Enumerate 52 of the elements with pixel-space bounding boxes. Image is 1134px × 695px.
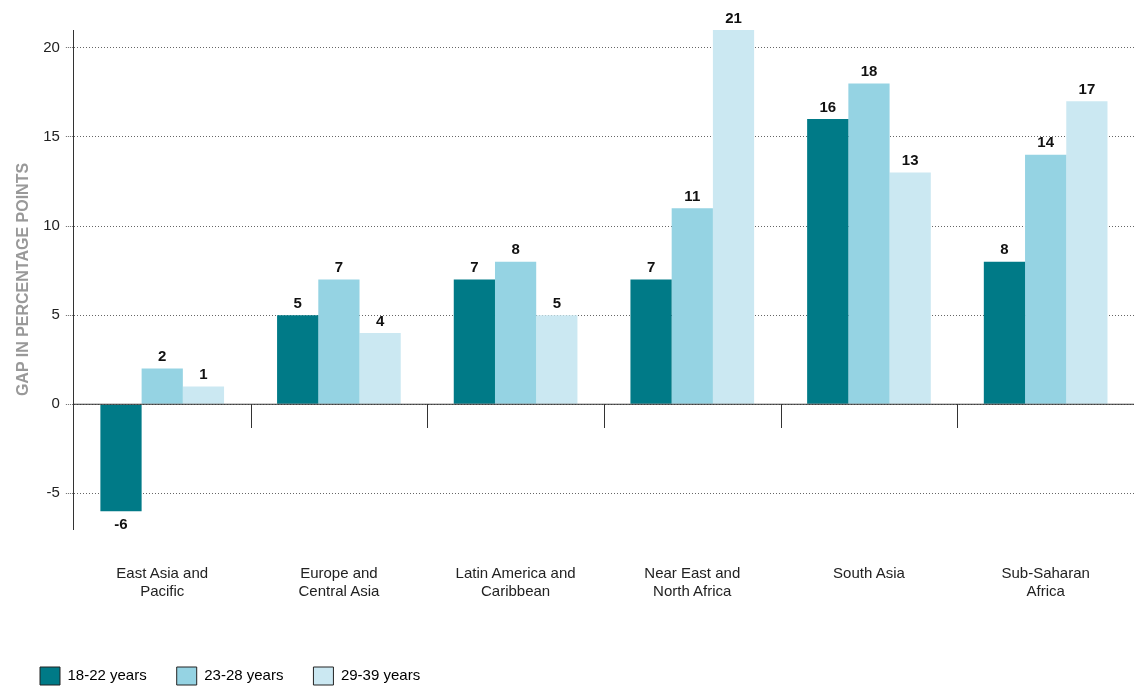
x-tick-label: Near East and North Africa [644,564,741,600]
y-tick-label: 15 [43,127,60,145]
y-tick-label: 10 [43,216,60,234]
data-label: 16 [819,97,837,115]
legend-label: 29-39 years [340,666,421,684]
bar [712,30,755,404]
data-label: 8 [511,240,520,258]
data-label: 7 [334,258,344,276]
bar [277,315,319,404]
data-label: 5 [552,293,561,311]
bar [848,83,890,404]
bar [671,208,713,404]
x-tick-label: East Asia and Pacific [116,564,209,600]
data-label: 7 [470,258,479,276]
bar [889,172,931,404]
bar [359,332,401,404]
x-tick-label: Latin America and Caribbean [455,564,576,600]
y-tick-label: 20 [43,37,60,55]
data-label: 1 [199,365,208,383]
bar [141,368,183,404]
y-axis-title: GAP IN PERCENTAGE POINTS [14,162,32,397]
data-label: 21 [725,8,742,26]
bar [182,386,225,404]
legend-label: 18-22 years [67,666,147,684]
x-tick-label: South Asia [833,564,906,582]
y-tick-label: 5 [51,305,60,323]
data-label: 4 [375,311,385,329]
bar [630,279,672,404]
y-tick-label: 0 [51,394,60,412]
data-label: 5 [293,293,302,311]
data-label: 13 [901,151,919,169]
bar [453,279,495,404]
x-tick-label: Sub-Saharan Africa [1001,564,1090,600]
x-tick-label: Europe and Central Asia [298,564,381,600]
bar [1025,154,1067,404]
data-label: 8 [1000,240,1009,258]
bar [318,279,360,404]
bar [100,404,142,512]
bar [1066,101,1108,404]
data-label: -6 [114,514,128,532]
data-label: 17 [1078,79,1096,97]
data-label: 7 [646,258,656,276]
bar [983,261,1026,404]
data-label: 18 [860,62,878,80]
data-label: 11 [684,186,701,204]
bar [536,315,578,404]
data-label: 2 [158,347,167,365]
bar [494,261,537,404]
legend-label: 23-28 years [204,666,284,684]
y-tick-label: -5 [46,483,60,501]
data-label: 14 [1037,133,1055,151]
bar [807,119,849,404]
